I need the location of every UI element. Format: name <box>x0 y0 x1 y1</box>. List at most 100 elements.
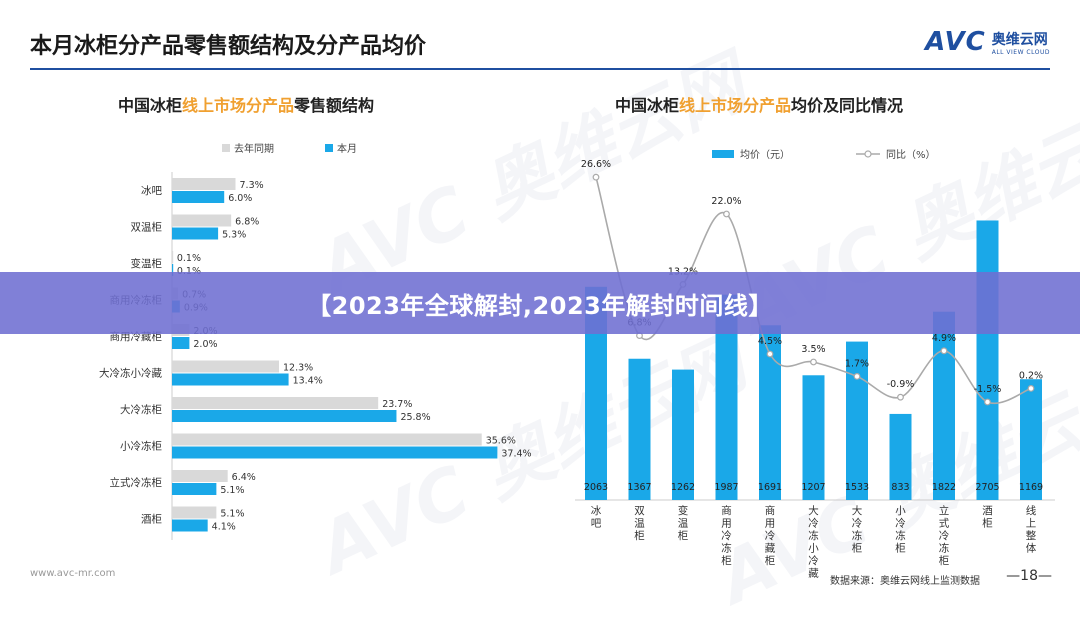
point-label-yoy: 13.2% <box>668 266 698 277</box>
bar-prior <box>172 214 232 227</box>
legend-swatch-avg-price <box>712 150 734 158</box>
point-label-yoy: 1.7% <box>845 358 869 369</box>
bar-current <box>172 227 219 240</box>
right-category-label: 双温柜 <box>634 505 645 542</box>
overlay-banner: 【2023年全球解封,2023年解封时间线】 <box>0 272 1080 334</box>
bar-avg-price <box>628 358 651 500</box>
right-category-label: 立式冷冻柜 <box>939 504 950 567</box>
point-yoy <box>940 347 948 355</box>
left-chart-title: 中国冰柜线上市场分产品零售额结构 <box>118 96 375 115</box>
legend-swatch-current <box>325 144 333 152</box>
bar-label-prior: 7.3% <box>240 180 264 191</box>
logo-mark: AVC <box>925 27 986 57</box>
bar-label-avg-price: 1691 <box>758 482 782 493</box>
legend-label-prior: 去年同期 <box>234 142 274 155</box>
bar-label-avg-price: 1207 <box>801 482 825 493</box>
point-yoy <box>897 393 904 401</box>
left-category-label: 立式冷冻柜 <box>110 476 163 489</box>
bar-avg-price <box>585 286 607 500</box>
bar-label-current: 13.4% <box>293 376 323 387</box>
bar-current <box>172 337 190 349</box>
bar-label-current: 4.1% <box>212 522 236 533</box>
bar-label-current: 2.0% <box>193 339 217 350</box>
logo-en: ALL VIEW CLOUD <box>991 48 1050 56</box>
point-yoy <box>1027 385 1035 392</box>
header-rule <box>30 68 1050 70</box>
bar-current <box>172 446 498 459</box>
bar-label-avg-price: 1169 <box>1019 482 1043 493</box>
bar-label-current: 6.0% <box>228 193 252 204</box>
right-category-label: 变温柜 <box>678 504 689 542</box>
left-category-label: 酒柜 <box>141 513 162 526</box>
bar-label-current: 5.3% <box>222 230 246 241</box>
legend-marker-yoy <box>864 150 872 158</box>
brand-logo: AVC 奥维云网 ALL VIEW CLOUD <box>925 22 1050 62</box>
right-category-label: 商用冷冻柜 <box>721 504 732 567</box>
left-category-label: 大冷冻柜 <box>120 403 162 416</box>
left-category-label: 双温柜 <box>131 221 163 234</box>
page-number: —18— <box>1006 568 1052 584</box>
bar-label-prior: 0.1% <box>177 253 201 264</box>
bar-avg-price <box>889 413 912 500</box>
right-category-label: 线上整体 <box>1026 504 1037 555</box>
bar-label-avg-price: 2705 <box>975 482 999 493</box>
bar-avg-price <box>933 311 955 500</box>
right-category-label: 商用冷藏柜 <box>765 504 776 567</box>
bar-current <box>172 410 397 422</box>
bar-label-current: 0.1% <box>177 266 201 277</box>
left-category-label: 小冷冻柜 <box>120 440 162 453</box>
legend-label-current: 本月 <box>337 142 357 155</box>
bar-label-current: 25.8% <box>400 412 430 423</box>
point-label-yoy: 4.9% <box>932 333 956 344</box>
slide-title: 本月冰柜分产品零售额结构及分产品均价 <box>30 34 427 59</box>
bar-prior <box>172 433 482 446</box>
point-yoy <box>766 350 774 358</box>
bar-label-avg-price: 833 <box>891 482 909 493</box>
bar-current <box>172 191 225 203</box>
right-chart-title: 中国冰柜线上市场分产品均价及同比情况 <box>615 96 904 115</box>
bar-label-avg-price: 1987 <box>714 482 738 493</box>
bar-current <box>172 483 217 495</box>
legend-swatch-prior <box>222 144 230 152</box>
bar-prior <box>172 470 228 482</box>
bar-avg-price <box>1020 379 1042 500</box>
right-category-label: 大冷冻柜 <box>852 504 863 555</box>
right-category-label: 大冷冻小冷藏 <box>808 504 819 580</box>
logo-cn: 奥维云网 <box>991 31 1048 48</box>
banner-text: 【2023年全球解封,2023年解封时间线】 <box>307 291 773 320</box>
point-label-yoy: 0.2% <box>1019 370 1043 381</box>
bar-current <box>172 264 174 276</box>
legend-label-yoy: 同比（%） <box>886 149 936 161</box>
bar-prior <box>172 397 379 409</box>
bar-label-avg-price: 1367 <box>627 482 651 493</box>
point-yoy <box>810 358 817 366</box>
bar-avg-price <box>715 294 738 500</box>
right-category-label: 冰吧 <box>591 504 602 530</box>
bar-avg-price <box>976 220 999 500</box>
bar-label-avg-price: 1262 <box>671 482 695 493</box>
point-label-yoy: -1.5% <box>974 384 1002 395</box>
point-yoy <box>723 210 730 218</box>
bar-current <box>172 373 289 386</box>
bar-avg-price <box>802 375 825 500</box>
right-category-label: 小冷冻柜 <box>895 505 906 555</box>
footer-url: www.avc-mr.com <box>30 568 116 579</box>
bar-label-prior: 23.7% <box>382 399 412 410</box>
bar-prior <box>172 506 217 519</box>
bar-label-current: 5.1% <box>220 485 244 496</box>
bar-avg-price <box>846 341 868 500</box>
bar-label-prior: 6.8% <box>235 217 259 228</box>
point-label-yoy: 3.5% <box>801 344 825 355</box>
bar-label-prior: 35.6% <box>486 436 516 447</box>
bar-label-prior: 5.1% <box>220 509 244 520</box>
bar-label-avg-price: 1533 <box>845 482 869 493</box>
point-label-yoy: 26.6% <box>581 159 611 170</box>
point-yoy <box>984 398 991 406</box>
bar-label-prior: 6.4% <box>232 472 256 483</box>
point-label-yoy: -0.9% <box>887 379 915 390</box>
right-category-label: 酒柜 <box>982 504 993 530</box>
point-yoy <box>592 173 600 181</box>
legend-label-avg-price: 均价（元） <box>740 149 790 161</box>
point-yoy <box>853 373 861 380</box>
